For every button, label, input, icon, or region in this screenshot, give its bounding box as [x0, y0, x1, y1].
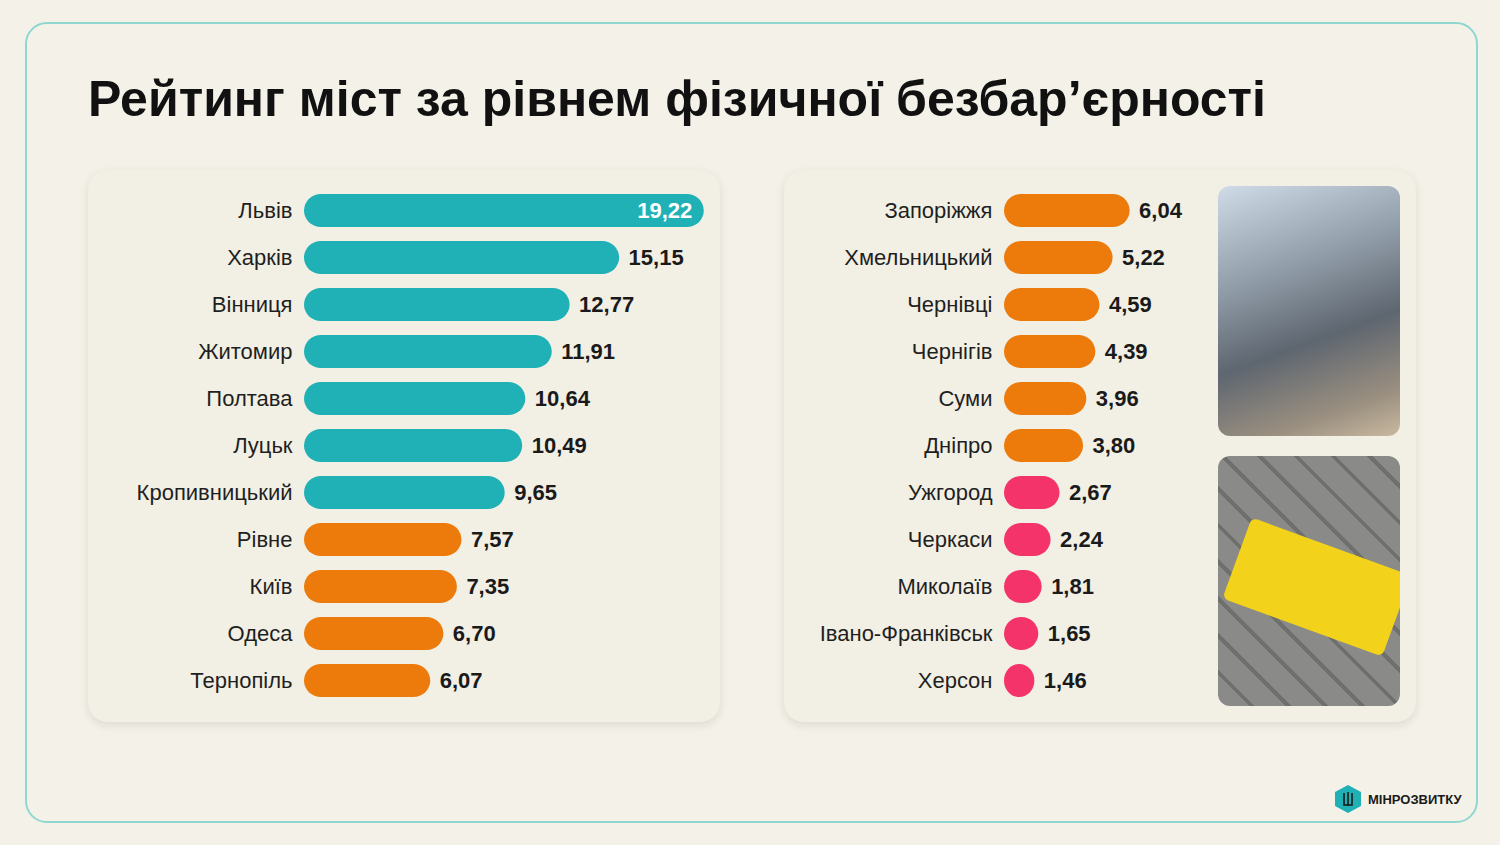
svg-text:Запоріжжя: Запоріжжя — [884, 198, 992, 223]
svg-text:9,65: 9,65 — [514, 480, 557, 505]
svg-text:6,04: 6,04 — [1139, 198, 1183, 223]
svg-text:15,15: 15,15 — [629, 245, 684, 270]
svg-text:Вінниця: Вінниця — [212, 292, 293, 317]
svg-text:Хмельницький: Хмельницький — [844, 245, 992, 270]
svg-text:3,80: 3,80 — [1093, 433, 1136, 458]
svg-text:Харків: Харків — [227, 245, 292, 270]
svg-text:7,57: 7,57 — [471, 527, 514, 552]
svg-text:1,81: 1,81 — [1051, 574, 1094, 599]
svg-text:Кропивницький: Кропивницький — [137, 480, 293, 505]
svg-text:Львів: Львів — [238, 198, 292, 223]
svg-text:Чернігів: Чернігів — [912, 339, 993, 364]
svg-text:12,77: 12,77 — [579, 292, 634, 317]
svg-text:Миколаїв: Миколаїв — [897, 574, 992, 599]
svg-text:3,96: 3,96 — [1096, 386, 1139, 411]
svg-text:1,65: 1,65 — [1048, 621, 1091, 646]
svg-text:Житомир: Житомир — [198, 339, 292, 364]
svg-text:1,46: 1,46 — [1044, 668, 1087, 693]
svg-text:Суми: Суми — [938, 386, 992, 411]
svg-text:10,49: 10,49 — [532, 433, 587, 458]
svg-text:10,64: 10,64 — [535, 386, 591, 411]
svg-text:7,35: 7,35 — [466, 574, 509, 599]
html-text:Рейтинг міст за рівнем фізично: Рейтинг міст за рівнем фізичної безбар’є… — [88, 71, 1266, 127]
html-text:МІНРОЗВИТКУ: МІНРОЗВИТКУ — [1368, 791, 1462, 807]
svg-text:Чернівці: Чернівці — [907, 292, 992, 317]
svg-text:6,07: 6,07 — [440, 668, 483, 693]
svg-text:Івано-Франківськ: Івано-Франківськ — [820, 621, 993, 646]
svg-text:11,91: 11,91 — [561, 339, 615, 364]
svg-text:19,22: 19,22 — [637, 198, 692, 223]
svg-text:Херсон: Херсон — [918, 668, 993, 693]
svg-text:2,67: 2,67 — [1069, 480, 1112, 505]
svg-text:Тернопіль: Тернопіль — [190, 668, 292, 693]
svg-text:4,39: 4,39 — [1105, 339, 1148, 364]
svg-text:5,22: 5,22 — [1122, 245, 1165, 270]
svg-text:Рівне: Рівне — [237, 527, 293, 552]
svg-text:Полтава: Полтава — [206, 386, 293, 411]
svg-text:Ужгород: Ужгород — [908, 480, 993, 505]
svg-text:2,24: 2,24 — [1060, 527, 1104, 552]
svg-text:Київ: Київ — [250, 574, 293, 599]
svg-text:Одеса: Одеса — [228, 621, 294, 646]
svg-text:4,59: 4,59 — [1109, 292, 1152, 317]
svg-text:Луцьк: Луцьк — [233, 433, 293, 458]
svg-text:Черкаси: Черкаси — [908, 527, 993, 552]
svg-text:Дніпро: Дніпро — [924, 433, 992, 458]
svg-text:6,70: 6,70 — [453, 621, 496, 646]
